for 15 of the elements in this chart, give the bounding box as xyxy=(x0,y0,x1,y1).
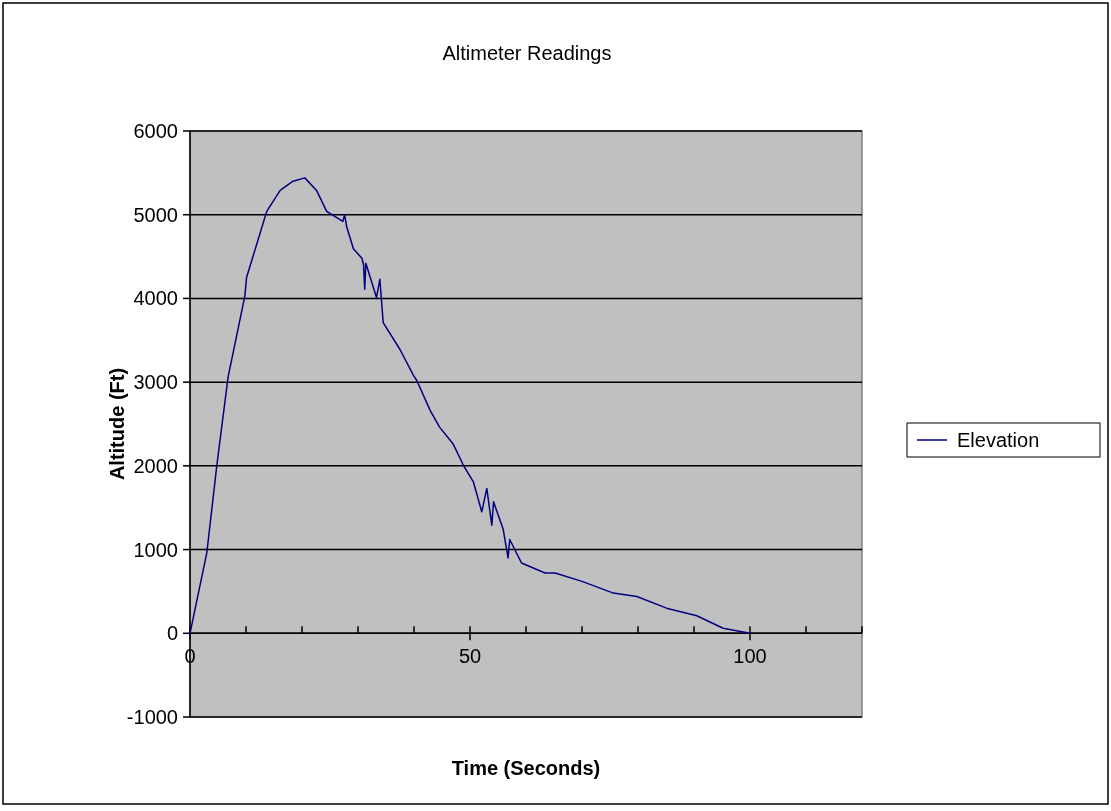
y-tick-label: 5000 xyxy=(133,203,178,226)
line-series xyxy=(189,177,751,635)
x-axis-title: Time (Seconds) xyxy=(451,757,601,779)
legend-label: Elevation xyxy=(957,429,1040,451)
x-tick-label: 100 xyxy=(733,645,767,668)
y-tick-label: 6000 xyxy=(133,120,178,142)
y-tick-label: 1000 xyxy=(133,538,178,561)
y-tick-label: -1000 xyxy=(126,706,178,728)
y-tick-label: 0 xyxy=(166,622,178,645)
y-tick-label: 3000 xyxy=(133,371,178,394)
x-tick-label: 50 xyxy=(458,645,482,668)
chart-title: Altimeter Readings xyxy=(442,42,612,64)
y-axis-title: Altitude (Ft) xyxy=(106,367,128,481)
y-tick-label: 4000 xyxy=(133,287,178,310)
y-tick-label: 2000 xyxy=(133,454,178,477)
